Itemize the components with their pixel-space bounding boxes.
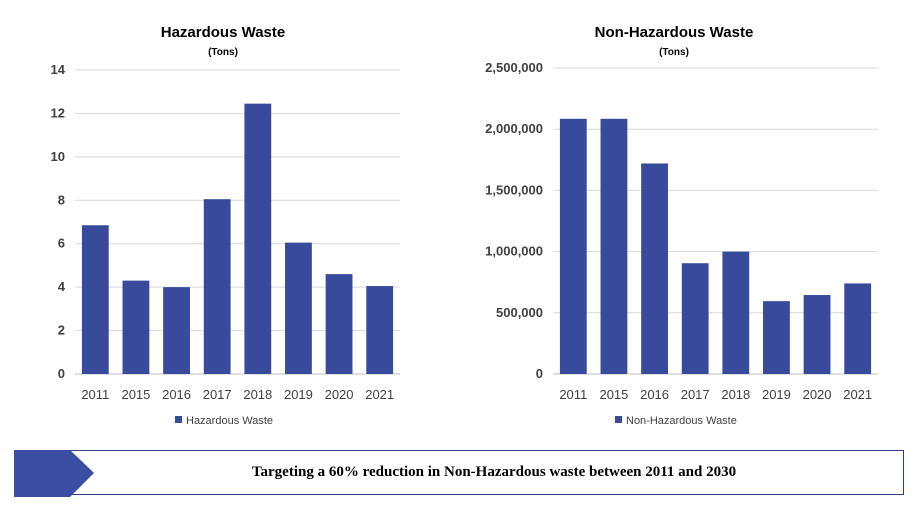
haz-bar-2016 (163, 287, 190, 374)
haz-bar-2011 (81, 225, 109, 374)
haz-x-tick-label: 2016 (162, 387, 191, 402)
non-hazardous-waste-chart-svg: Non-Hazardous Waste (Tons) 0 500,000 1,000,0… (485, 24, 878, 427)
nonhaz-bar-2021 (844, 283, 872, 374)
nonhaz-chart-title: Non-Hazardous Waste (595, 24, 754, 41)
haz-y-tick-label: 0 (58, 366, 65, 381)
nonhaz-x-tick-label: 2016 (640, 387, 669, 402)
haz-y-tick-label: 2 (58, 323, 65, 338)
nonhaz-bar-2011 (559, 118, 587, 375)
haz-x-tick-label: 2021 (365, 387, 394, 402)
nonhaz-bar-2019 (763, 301, 790, 374)
haz-y-tick-label: 8 (58, 192, 65, 207)
haz-x-tick-label: 2011 (81, 387, 109, 402)
nonhaz-legend-swatch (615, 416, 622, 423)
nonhaz-x-tick-label: 2017 (681, 387, 710, 402)
haz-y-tick-label: 14 (51, 62, 66, 77)
haz-legend-swatch (175, 416, 182, 423)
nonhaz-y-tick-label: 500,000 (496, 305, 543, 320)
nonhaz-x-tick-label: 2018 (721, 387, 750, 402)
nonhaz-x-tick-label: 2015 (599, 387, 628, 402)
haz-y-tick-label: 12 (51, 105, 65, 120)
nonhaz-x-tick-label: 2021 (843, 387, 872, 402)
haz-bar-2020 (325, 274, 353, 374)
nonhaz-bar-2018 (722, 251, 750, 374)
haz-chart-title: Hazardous Waste (161, 24, 285, 41)
haz-x-tick-label: 2020 (325, 387, 354, 402)
haz-bar-2017 (203, 199, 231, 374)
nonhaz-x-tick-label: 2019 (762, 387, 791, 402)
haz-x-tick-label: 2019 (284, 387, 313, 402)
non-hazardous-waste-chart: Non-Hazardous Waste (Tons) 0 500,000 1,000,0… (450, 0, 910, 440)
nonhaz-bar-2015 (600, 118, 628, 375)
haz-x-tick-label: 2015 (121, 387, 150, 402)
nonhaz-legend-label: Non-Hazardous Waste (626, 415, 737, 427)
haz-bar-2015 (122, 280, 150, 374)
nonhaz-bar-2016 (641, 163, 668, 374)
haz-chart-subtitle: (Tons) (208, 47, 238, 58)
haz-bar-2019 (285, 242, 312, 374)
haz-x-tick-label: 2017 (203, 387, 232, 402)
nonhaz-y-tick-label: 2,500,000 (485, 60, 543, 75)
nonhaz-y-tick-label: 2,000,000 (485, 121, 543, 136)
nonhaz-x-tick-label: 2011 (559, 387, 587, 402)
banner-arrow-icon (14, 450, 94, 497)
nonhaz-chart-subtitle: (Tons) (659, 47, 689, 58)
haz-x-tick-label: 2018 (243, 387, 272, 402)
haz-y-tick-label: 10 (51, 149, 65, 164)
banner-text: Targeting a 60% reduction in Non-Hazardo… (251, 464, 737, 480)
hazardous-waste-chart-svg: Hazardous Waste (Tons) 0 2 4 6 8 10 12 14 2011 2015… (51, 24, 400, 427)
hazardous-waste-chart: Hazardous Waste (Tons) 0 2 4 6 8 10 12 14 2011 2015… (0, 0, 440, 440)
nonhaz-y-tick-label: 0 (536, 366, 543, 381)
haz-bar-2021 (366, 286, 394, 374)
nonhaz-y-tick-label: 1,000,000 (485, 244, 543, 259)
haz-legend-label: Hazardous Waste (186, 415, 273, 427)
nonhaz-bar-2017 (681, 263, 709, 374)
haz-y-tick-label: 6 (58, 236, 65, 251)
nonhaz-y-tick-label: 1,500,000 (485, 182, 543, 197)
haz-y-tick-label: 4 (58, 279, 66, 294)
haz-bar-2018 (244, 103, 272, 375)
target-banner: Targeting a 60% reduction in Non-Hazardo… (14, 450, 904, 497)
nonhaz-x-tick-label: 2020 (803, 387, 832, 402)
nonhaz-bar-2020 (803, 295, 831, 374)
